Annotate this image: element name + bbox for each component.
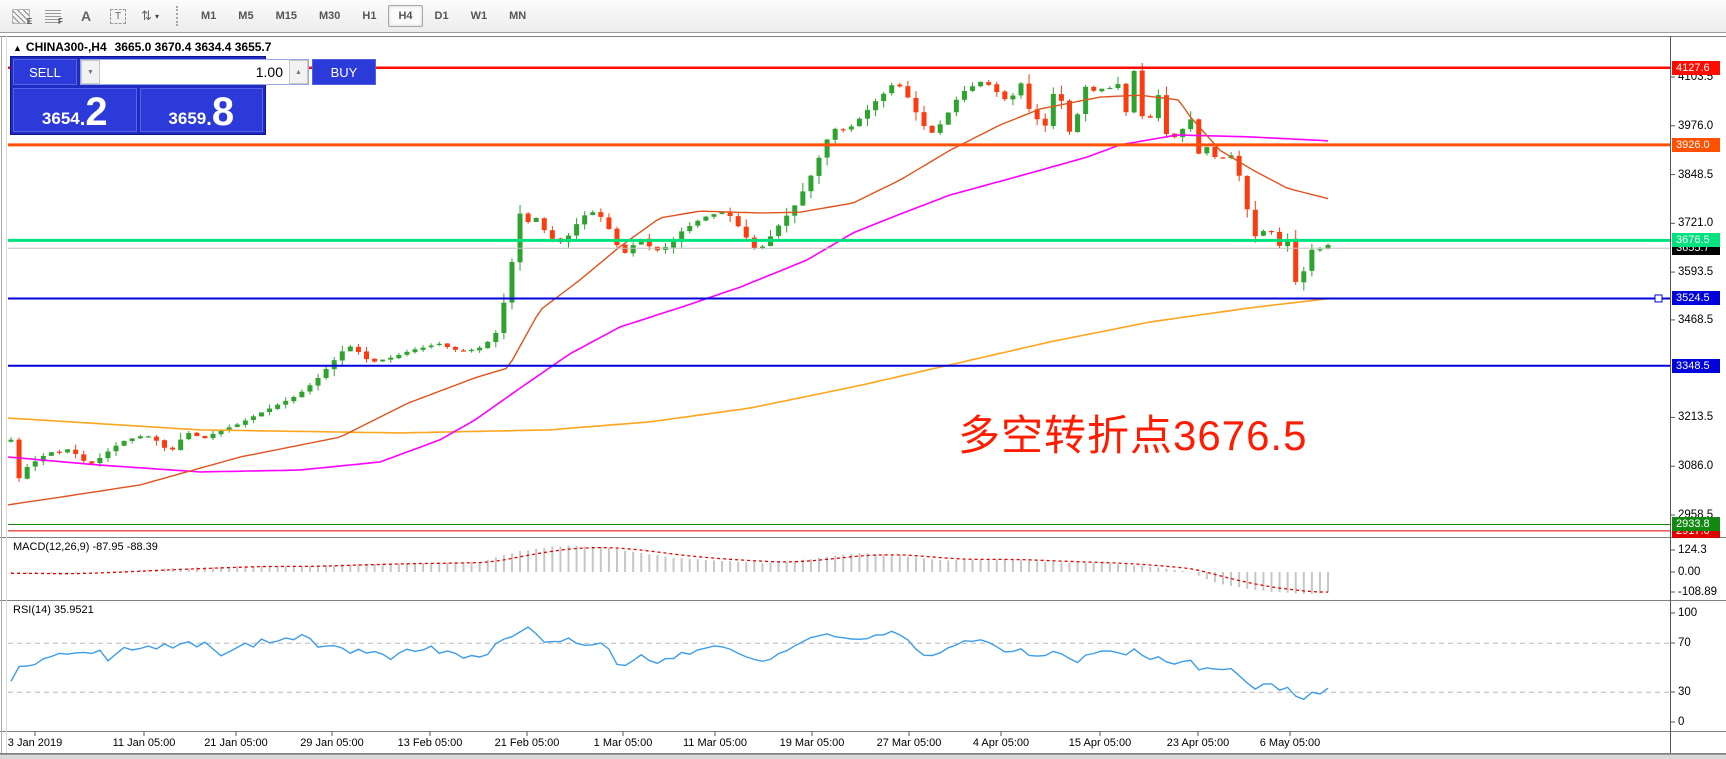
tab-timeframe-h1[interactable]: H1 <box>362 10 377 22</box>
volume-input[interactable] <box>100 60 289 84</box>
buy-price-dot: . <box>206 108 212 130</box>
tab-timeframe-m1[interactable]: M1 <box>201 10 217 22</box>
tab-timeframe-m5[interactable]: M5 <box>238 10 254 22</box>
text-a-icon: A <box>80 8 92 24</box>
tab-timeframe-m30[interactable]: M30 <box>318 10 341 22</box>
chart-title-bar: ▲ CHINA300-,H4 3665.0 3670.4 3634.4 3655.7 <box>13 40 271 54</box>
collapse-arrow-icon[interactable]: ▲ <box>13 43 22 53</box>
volume-stepper: ▼ ▲ <box>80 59 309 85</box>
dropdown-caret-icon: ▾ <box>154 11 159 21</box>
sell-price-main: 3654 <box>41 109 80 129</box>
pattern-f-tool-button[interactable]: F <box>40 3 68 29</box>
tab-timeframe-h4[interactable]: H4 <box>388 5 423 27</box>
text-label-tool-button[interactable]: A <box>72 3 100 29</box>
buy-price-display[interactable]: 3659 . 8 <box>139 88 263 135</box>
icon-badge-f: F <box>58 16 63 26</box>
arrange-tool-button[interactable]: ⇅ ▾ <box>136 3 164 29</box>
chart-text-annotation[interactable]: 多空转折点3676.5 <box>958 412 1308 459</box>
axis-ticks-layer <box>34 76 1675 736</box>
buy-price-main: 3659 <box>168 109 207 129</box>
tab-timeframe-w1[interactable]: W1 <box>470 10 488 22</box>
volume-decrease-button[interactable]: ▼ <box>81 60 100 84</box>
tab-timeframe-mn[interactable]: MN <box>509 10 527 22</box>
hline-drag-handle <box>1654 294 1663 303</box>
sell-price-big-digit: 2 <box>85 90 108 135</box>
ma-slow-line <box>7 297 1335 434</box>
buy-price-big-digit: 8 <box>211 90 235 135</box>
tab-timeframe-m15[interactable]: M15 <box>275 10 297 22</box>
sell-price-dot: . <box>79 108 86 130</box>
macd-indicator-label: MACD(12,26,9) -87.95 -88.39 <box>13 541 158 553</box>
pattern-e-tool-button[interactable]: E <box>8 3 36 29</box>
macd-signal-line <box>10 546 1329 593</box>
tab-timeframe-d1[interactable]: D1 <box>434 10 449 22</box>
toolbar-grip[interactable] <box>176 6 182 26</box>
chart-ohlc-values: 3665.0 3670.4 3634.4 3655.7 <box>114 40 272 54</box>
window-bottom-edge <box>0 754 1726 759</box>
text-box-icon: T <box>109 8 127 24</box>
level-lines-layer[interactable] <box>8 66 1670 532</box>
ma-fast-line <box>7 94 1329 506</box>
rsi-indicator-label: RSI(14) 35.9521 <box>13 604 94 616</box>
chart-symbol-period: CHINA300-,H4 <box>25 40 107 54</box>
sell-price-display[interactable]: 3654 . 2 <box>13 88 137 132</box>
volume-increase-button[interactable]: ▲ <box>289 60 308 84</box>
sell-button[interactable]: SELL <box>13 59 77 85</box>
text-box-tool-button[interactable]: T <box>104 3 132 29</box>
up-down-arrows-icon: ⇅ <box>141 8 152 23</box>
candles-layer <box>8 63 1331 482</box>
one-click-trading-panel: SELL ▼ ▲ BUY 3654 . 2 3659 . 8 <box>10 56 376 135</box>
icon-badge-e: E <box>26 16 33 26</box>
macd-histogram <box>10 545 1330 595</box>
main-toolbar: E F A T ⇅ ▾ M1 M5 M15 M30 H1 H4 D1 W1 MN <box>0 0 1726 33</box>
hatch-pattern-icon <box>11 8 30 24</box>
rsi-line <box>8 626 1670 701</box>
buy-button[interactable]: BUY <box>312 59 376 85</box>
ma-mid-line <box>7 134 1329 473</box>
timeframe-button-group: M1 M5 M15 M30 H1 H4 D1 W1 MN <box>190 5 537 27</box>
pane-borders <box>0 36 1726 754</box>
dot-pattern-icon <box>45 9 62 23</box>
